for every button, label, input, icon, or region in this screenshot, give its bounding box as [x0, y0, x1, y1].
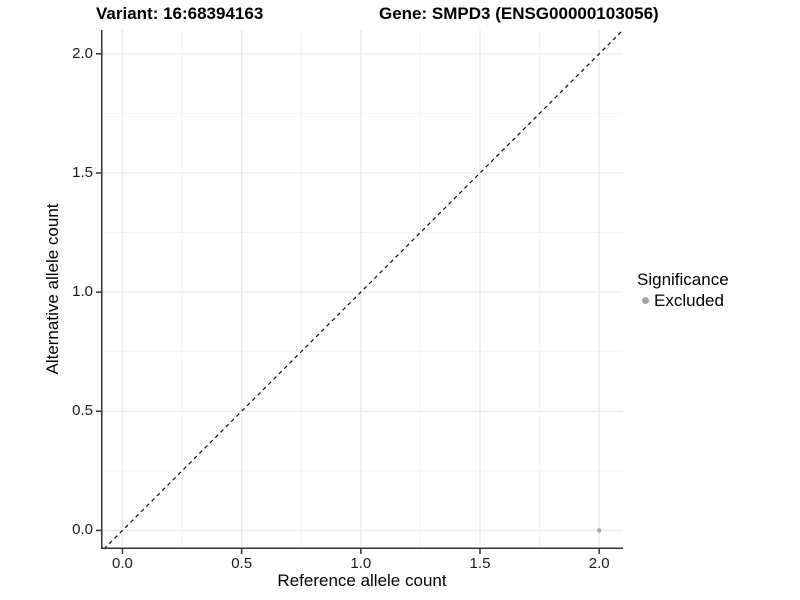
legend-key-dot-icon — [642, 297, 649, 304]
legend: Significance Excluded — [637, 270, 729, 310]
x-tick-label: 1.0 — [350, 555, 372, 572]
plot-title-variant: Variant: 16:68394163 — [96, 4, 264, 23]
legend-title: Significance — [637, 270, 729, 289]
y-tick-label: 1.0 — [72, 283, 93, 301]
data-point — [596, 528, 602, 533]
y-tick-label: 0.0 — [72, 521, 93, 539]
legend-item-label: Excluded — [654, 291, 724, 310]
x-tick-label: 0.5 — [231, 555, 253, 572]
legend-item: Excluded — [637, 291, 729, 310]
x-tick-label: 2.0 — [588, 555, 610, 572]
y-axis-title: Alternative allele count — [43, 203, 62, 375]
y-tick-label: 2.0 — [72, 44, 93, 62]
x-tick-label: 1.5 — [469, 555, 491, 572]
y-tick-label: 0.5 — [72, 402, 93, 420]
plot-panel — [96, 29, 624, 554]
x-tick-label: 0.0 — [112, 555, 133, 572]
identity-dashed-line — [103, 29, 624, 550]
x-axis-title: Reference allele count — [277, 571, 447, 590]
plot-title-gene: Gene: SMPD3 (ENSG00000103056) — [379, 4, 659, 23]
y-tick-label: 1.5 — [72, 163, 93, 181]
